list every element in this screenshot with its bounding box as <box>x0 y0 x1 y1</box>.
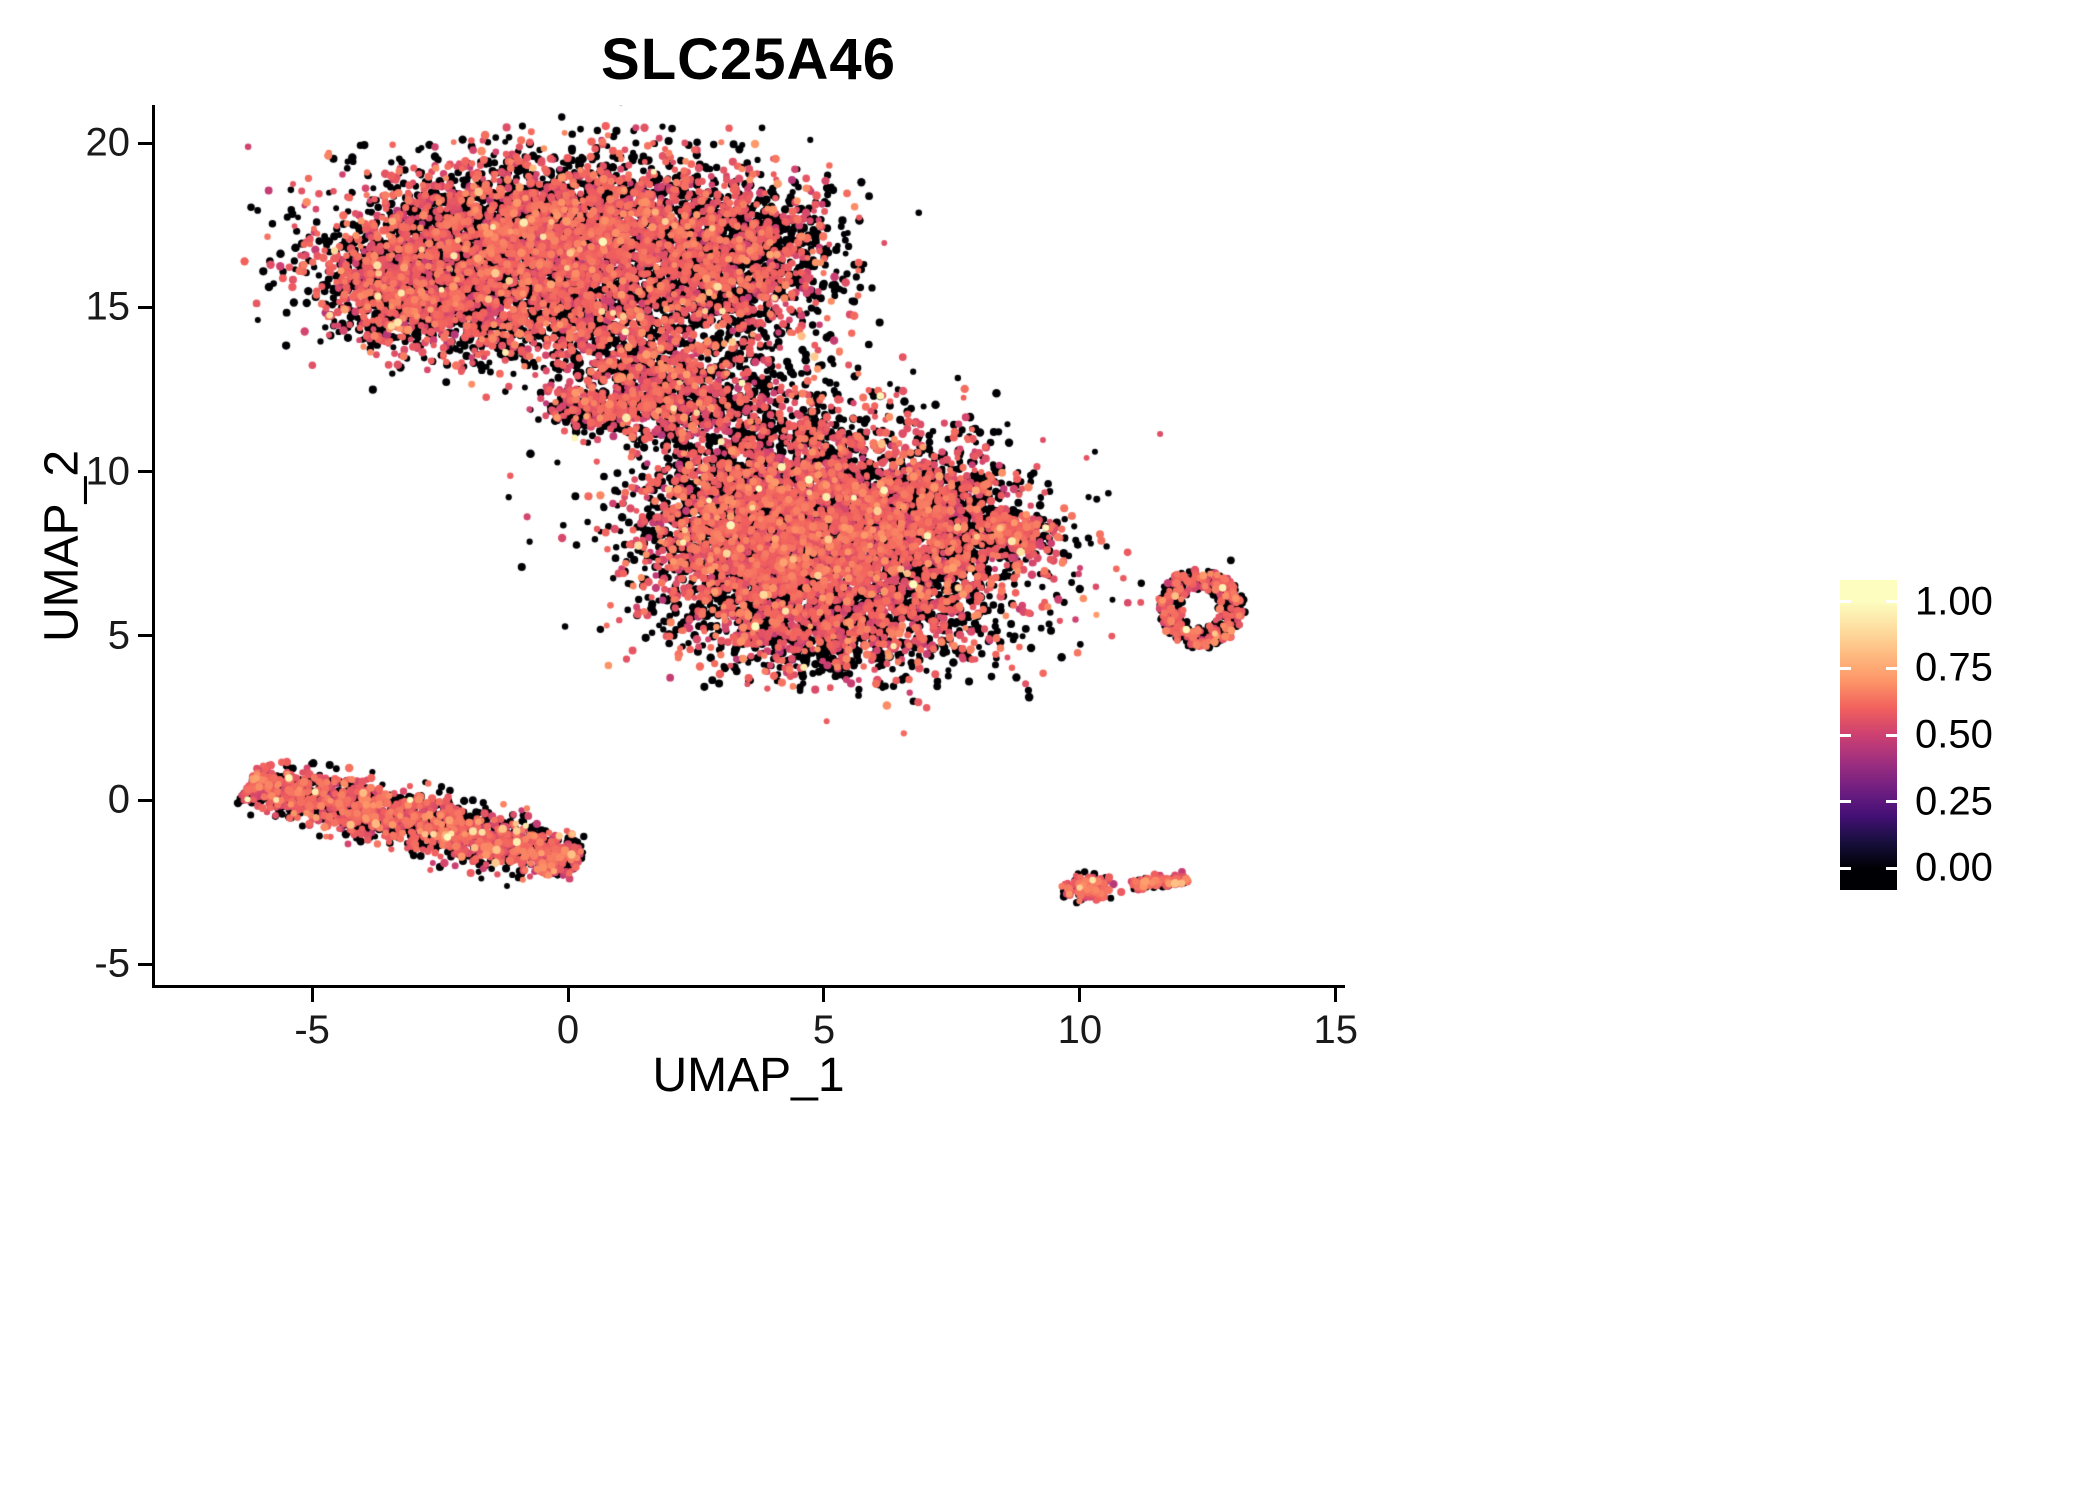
x-axis-tick-label: 0 <box>556 1008 580 1052</box>
x-axis-tick-label: 5 <box>812 1008 836 1052</box>
x-axis-tick-mark <box>1334 988 1338 1002</box>
y-axis-tick-label: 10 <box>85 449 131 494</box>
colorbar-tick-mark <box>1886 866 1897 870</box>
colorbar-tick-mark <box>1886 733 1897 737</box>
colorbar-tick-mark <box>1840 666 1851 670</box>
x-axis-tick-label: 15 <box>1313 1008 1359 1052</box>
y-axis-tick-mark <box>138 305 152 309</box>
colorbar-tick-label: 0.50 <box>1915 712 1993 757</box>
x-axis-tick-label: 10 <box>1057 1008 1103 1052</box>
colorbar-legend: 1.00 0.75 0.50 0.25 0.00 <box>1840 579 2090 895</box>
colorbar-tick-label: 0.00 <box>1915 845 1993 890</box>
colorbar-tick-mark <box>1886 600 1897 604</box>
x-axis-tick-mark <box>822 988 826 1002</box>
plot-title: SLC25A46 <box>601 27 896 92</box>
colorbar-tick-mark <box>1840 800 1851 804</box>
colorbar-tick-label: 0.75 <box>1915 645 1993 690</box>
y-axis-tick-mark <box>138 634 152 638</box>
x-axis-tick-mark <box>566 988 570 1002</box>
y-axis-tick-label: 5 <box>107 613 130 658</box>
x-axis-tick-label: -5 <box>294 1008 330 1052</box>
scatter-canvas <box>155 105 1345 985</box>
x-axis-tick-mark <box>1078 988 1082 1002</box>
colorbar-tick-mark <box>1840 600 1851 604</box>
y-axis-tick-mark <box>138 798 152 802</box>
colorbar-tick-label: 0.25 <box>1915 779 1993 824</box>
colorbar-tick-label: 1.00 <box>1915 579 1993 624</box>
y-axis-tick-mark <box>138 962 152 966</box>
y-axis-tick-label: 15 <box>85 284 131 329</box>
y-axis-tick-label: 20 <box>85 120 131 165</box>
colorbar-tick-mark <box>1840 866 1851 870</box>
colorbar-tick-mark <box>1886 666 1897 670</box>
y-axis-tick-label: -5 <box>94 941 130 986</box>
x-axis-label: UMAP_1 <box>652 1049 845 1102</box>
y-axis-tick-mark <box>138 141 152 145</box>
y-axis-tick-label: 0 <box>107 777 130 822</box>
x-axis-tick-mark <box>310 988 314 1002</box>
colorbar-tick-mark <box>1840 733 1851 737</box>
colorbar-tick-mark <box>1886 800 1897 804</box>
plot-area <box>152 105 1345 988</box>
y-axis-tick-mark <box>138 470 152 474</box>
